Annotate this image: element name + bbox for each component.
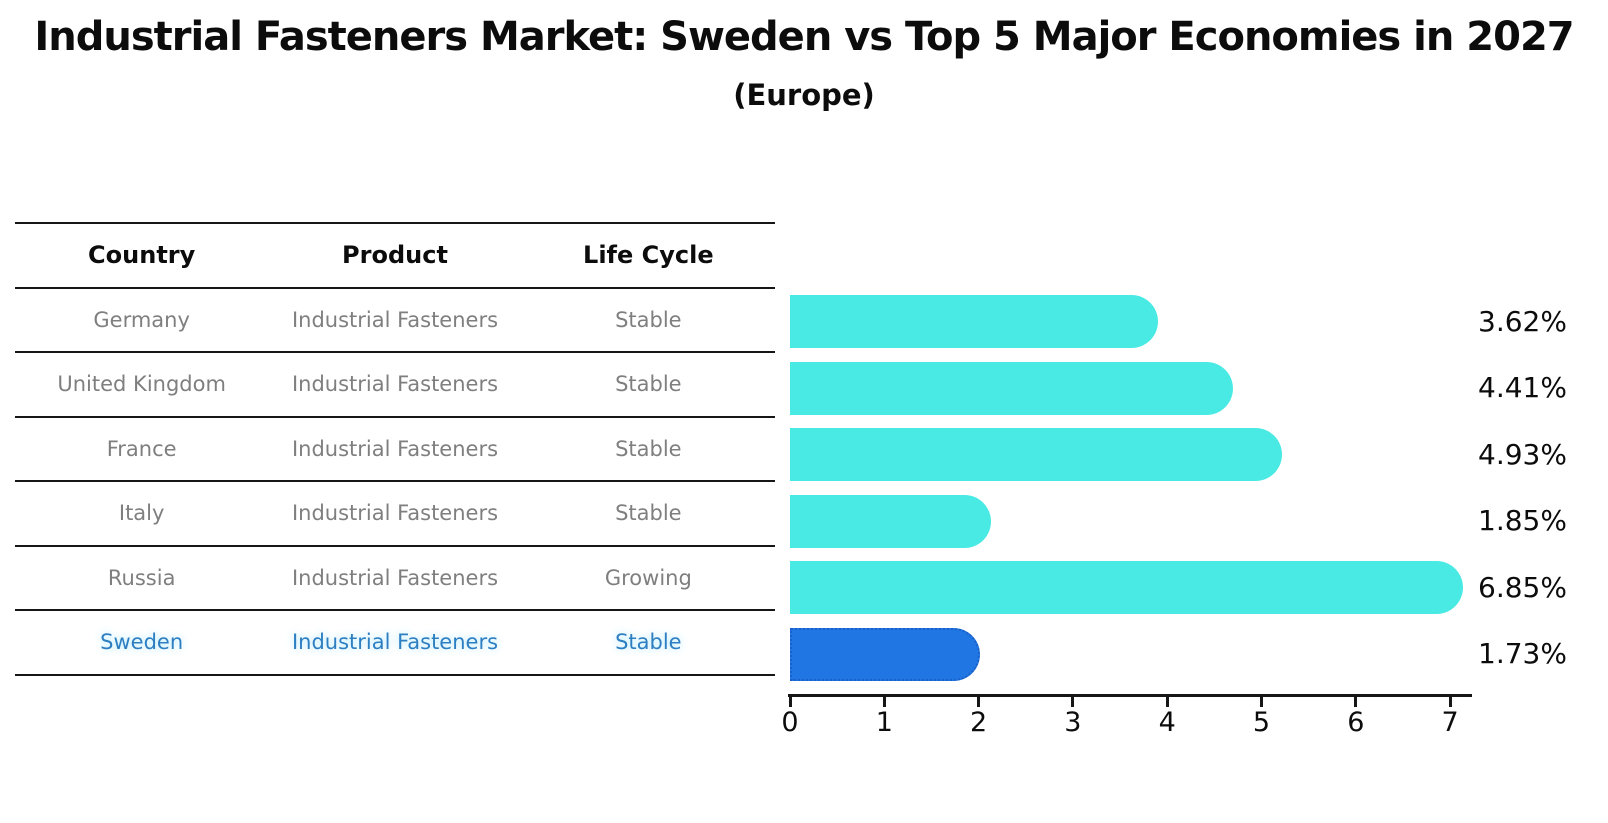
column-header-life-cycle: Life Cycle <box>583 241 714 270</box>
x-tick-mark <box>788 697 792 707</box>
page-title: Industrial Fasteners Market: Sweden vs T… <box>34 14 1574 60</box>
column-header-product: Product <box>342 241 448 270</box>
x-tick-label: 6 <box>1347 707 1365 738</box>
cell-life-cycle: Stable <box>615 307 682 332</box>
column-header-country: Country <box>88 241 196 270</box>
value-label-germany: 3.62% <box>1478 304 1567 338</box>
value-label-united-kingdom: 4.41% <box>1478 371 1567 405</box>
value-label-france: 4.93% <box>1478 437 1567 471</box>
cell-product: Industrial Fasteners <box>291 501 499 526</box>
bar-russia <box>790 561 1463 615</box>
bar-italy <box>790 494 992 548</box>
table-header-row: Country Product Life Cycle <box>15 223 775 288</box>
country-table-head: Country Product Life Cycle <box>15 223 775 288</box>
table-row-sweden: Sweden Industrial Fasteners Stable <box>15 610 775 675</box>
cell-country: France <box>106 436 177 461</box>
bar-france <box>790 428 1282 482</box>
cell-product: Industrial Fasteners <box>291 372 499 397</box>
cell-product: Industrial Fasteners <box>291 436 499 461</box>
country-table-body: Germany Industrial Fasteners Stable United … <box>15 288 775 675</box>
cell-country: United Kingdom <box>57 372 226 397</box>
cell-life-cycle: Stable <box>615 436 682 461</box>
bar-sweden <box>790 627 981 681</box>
table-row-russia: Russia Industrial Fasteners Growing <box>15 546 775 610</box>
country-table: Country Product Life Cycle Germany Industri… <box>15 222 775 676</box>
x-tick-mark <box>882 697 886 707</box>
cell-product: Industrial Fasteners <box>291 630 499 655</box>
x-tick-mark <box>1165 697 1169 707</box>
x-tick-mark <box>1260 697 1263 707</box>
cell-country: Italy <box>118 501 165 526</box>
x-tick-label: 7 <box>1441 707 1459 738</box>
bar-germany <box>790 295 1159 349</box>
bar-united-kingdom <box>790 361 1233 415</box>
cell-country: Russia <box>107 565 176 590</box>
table-row-italy: Italy Industrial Fasteners Stable <box>15 481 775 546</box>
cell-product: Industrial Fasteners <box>291 307 499 332</box>
table-row-united-kingdom: United Kingdom Industrial Fasteners Stable <box>15 352 775 417</box>
x-tick-label: 5 <box>1252 707 1271 738</box>
x-tick-mark <box>1354 697 1358 707</box>
cell-country: Sweden <box>100 630 184 655</box>
cell-life-cycle: Stable <box>615 501 682 526</box>
cell-country: Germany <box>93 307 190 332</box>
x-tick-label: 0 <box>781 707 799 738</box>
cell-product: Industrial Fasteners <box>291 565 499 590</box>
x-tick-label: 2 <box>970 707 988 738</box>
x-axis-line <box>788 694 1472 697</box>
value-label-italy: 1.85% <box>1478 504 1567 538</box>
value-label-russia: 6.85% <box>1478 570 1567 604</box>
x-tick-mark <box>1071 697 1075 707</box>
x-tick-label: 1 <box>875 707 893 738</box>
value-label-sweden: 1.73% <box>1478 637 1567 671</box>
page-subtitle: (Europe) <box>733 78 875 112</box>
x-tick-mark <box>1448 697 1452 707</box>
x-tick-label: 3 <box>1064 707 1082 738</box>
cell-life-cycle: Growing <box>604 565 692 590</box>
cell-life-cycle: Stable <box>615 372 682 397</box>
x-tick-mark <box>977 697 981 707</box>
x-tick-label: 4 <box>1158 707 1176 738</box>
cell-life-cycle: Stable <box>615 630 682 655</box>
table-row-germany: Germany Industrial Fasteners Stable <box>15 288 775 352</box>
table-row-france: France Industrial Fasteners Stable <box>15 417 775 481</box>
